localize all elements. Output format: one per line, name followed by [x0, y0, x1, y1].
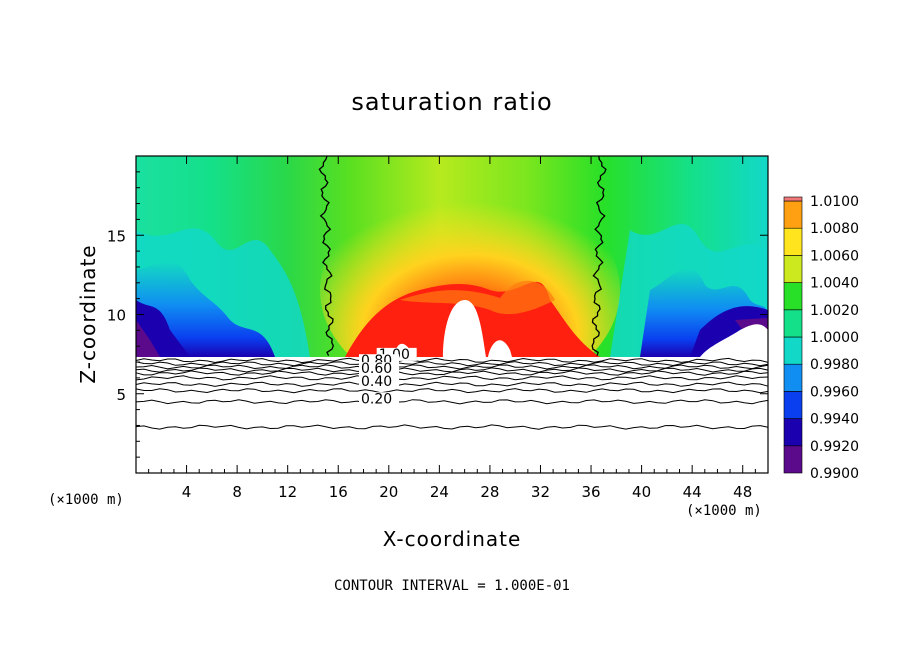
colorbar-label: 1.0080	[810, 221, 859, 237]
x-tick-label: 24	[430, 483, 449, 501]
colorbar-label: 0.9940	[810, 412, 859, 428]
y-tick-label: 5	[116, 386, 126, 404]
x-tick-label: 32	[531, 483, 550, 501]
x-tick-label: 16	[329, 483, 348, 501]
x-unit-right: (×1000 m)	[686, 503, 762, 519]
x-tick-label: 20	[379, 483, 398, 501]
colorbar-label: 1.0020	[810, 303, 859, 319]
contour-label: 0.40	[361, 374, 392, 390]
colorbar-cap	[783, 196, 803, 202]
contour-line	[135, 399, 769, 405]
contour-line	[135, 381, 769, 387]
contour-label-bg	[358, 362, 399, 376]
x-tick-label: 44	[683, 483, 702, 501]
colorbar-label: 1.0000	[810, 330, 859, 346]
colorbar-label: 0.9900	[810, 466, 859, 482]
colorbar-swatch	[783, 227, 803, 256]
y-tick-label: 10	[107, 307, 126, 325]
y-axis-label: Z-coordinate	[76, 244, 100, 384]
colorbar-label: 1.0100	[810, 194, 859, 210]
x-tick-label: 48	[733, 483, 752, 501]
colorbar-swatch	[783, 445, 803, 474]
contour-line	[135, 357, 769, 364]
colorbar-label: 0.9920	[810, 439, 859, 455]
contour-label: 0.60	[361, 361, 392, 377]
colorbar-swatch	[783, 363, 803, 392]
colorbar-swatch	[783, 200, 803, 229]
colorbar-swatch	[783, 418, 803, 447]
colorbar-swatch	[783, 336, 803, 365]
colorbar-label: 0.9980	[810, 357, 859, 373]
contour-lines	[135, 357, 769, 430]
colorbar-swatch	[783, 391, 803, 419]
x-tick-label: 36	[581, 483, 600, 501]
contour-labels: 1.000.800.600.400.20	[358, 347, 417, 407]
y-tick-label: 15	[107, 227, 126, 245]
saturation-boundary-right	[591, 155, 607, 356]
x-axis-label: X-coordinate	[382, 527, 522, 551]
colorbar-label: 1.0040	[810, 276, 859, 292]
x-tick-label: 8	[232, 483, 242, 501]
x-unit-left: (×1000 m)	[48, 492, 124, 508]
heatmap-field	[136, 156, 768, 473]
x-tick-label: 40	[632, 483, 651, 501]
saturation-boundary-left	[318, 155, 335, 356]
contour-line	[135, 375, 769, 381]
contour-line	[135, 370, 769, 376]
x-tick-label: 28	[480, 483, 499, 501]
contour-line	[135, 364, 769, 370]
contour-label: 0.20	[361, 391, 392, 407]
colorbar-swatch	[783, 282, 803, 311]
contour-line	[135, 361, 769, 367]
contour-line	[135, 424, 769, 430]
x-tick-label: 4	[182, 483, 192, 501]
chart-title: saturation ratio	[351, 88, 553, 116]
colorbar: 0.9900 0.9920 0.9940 0.9960 0.9980 1.0000 1.00…	[783, 194, 859, 482]
colorbar-swatch	[783, 309, 803, 338]
x-tick-label: 12	[278, 483, 297, 501]
colorbar-swatch	[783, 255, 803, 283]
contour-line	[135, 388, 769, 394]
contour-label-bg	[358, 374, 399, 388]
colorbar-label: 1.0060	[810, 248, 859, 264]
colorbar-label: 0.9960	[810, 384, 859, 400]
contour-interval-note: CONTOUR INTERVAL = 1.000E-01	[333, 578, 570, 594]
y-axis-ticks: 5 10 15	[107, 171, 768, 458]
x-axis-ticks: 4 8 12 16 20 24 28 32 36 40 44 48	[148, 156, 756, 501]
saturation-boundaries	[318, 155, 607, 356]
contour-label-bg	[358, 392, 399, 406]
